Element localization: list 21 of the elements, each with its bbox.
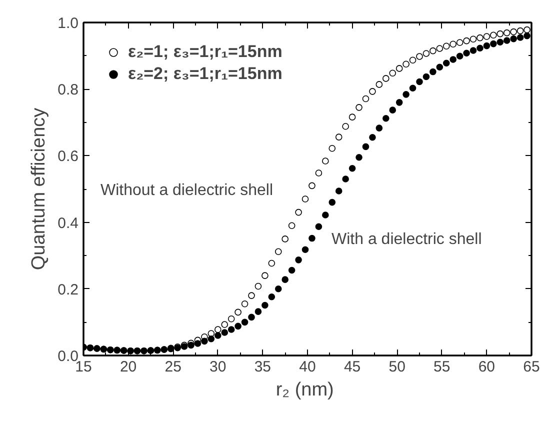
y-tick-label: 1.0: [58, 15, 79, 32]
y-tick-label: 0.2: [58, 281, 79, 298]
x-tick-label: 35: [254, 358, 272, 376]
annotation: Without a dielectric shell: [100, 182, 274, 199]
annotation: With a dielectric shell: [332, 231, 482, 248]
x-tick-label: 40: [299, 358, 316, 376]
x-tick-label: 55: [434, 358, 450, 376]
x-tick-label: 50: [388, 358, 406, 376]
x-tick-label: 65: [523, 358, 540, 376]
y-tick-label: 0.8: [58, 82, 79, 99]
y-axis-title: Quantum efficiency: [28, 107, 50, 270]
legend-label: ε₂=2; ε₃=1;r₁=15nm: [128, 64, 282, 84]
x-tick-label: 60: [478, 358, 496, 376]
x-axis-title: r₂ (nm): [276, 380, 334, 400]
legend-label: ε₂=1; ε₃=1;r₁=15nm: [128, 42, 282, 62]
x-tick-label: 20: [120, 358, 137, 376]
x-tick-label: 45: [344, 358, 361, 376]
y-tick-label: 0.4: [58, 214, 79, 232]
x-tick-label: 25: [164, 358, 182, 376]
x-tick-label: 30: [210, 358, 226, 376]
y-tick-label: 0.6: [58, 148, 79, 166]
